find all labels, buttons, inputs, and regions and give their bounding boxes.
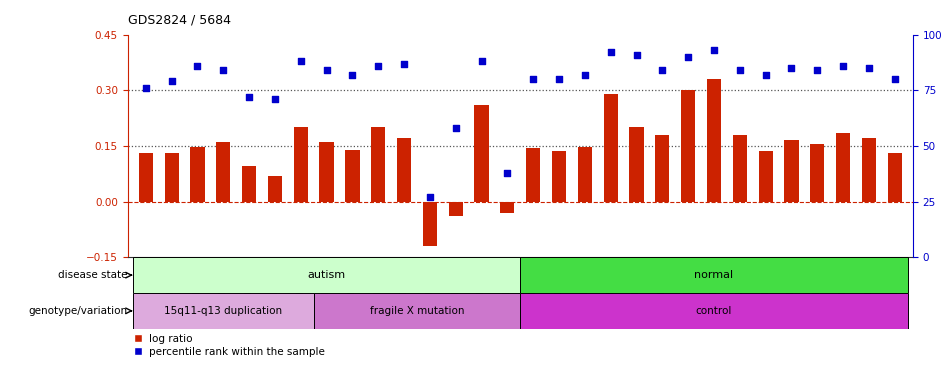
Bar bbox=[520, 293, 908, 329]
Bar bbox=[475, 105, 489, 202]
Bar bbox=[423, 202, 437, 246]
Bar bbox=[810, 144, 824, 202]
Bar bbox=[707, 79, 721, 202]
Point bbox=[655, 67, 670, 73]
Text: genotype/variation: genotype/variation bbox=[28, 306, 127, 316]
Bar bbox=[397, 139, 412, 202]
Bar bbox=[448, 202, 463, 217]
Point bbox=[371, 63, 386, 69]
Point bbox=[758, 71, 773, 78]
Bar bbox=[604, 94, 618, 202]
Point bbox=[396, 60, 412, 66]
Bar bbox=[371, 127, 385, 202]
Point bbox=[526, 76, 541, 82]
Bar bbox=[784, 141, 798, 202]
Bar bbox=[314, 293, 520, 329]
Bar bbox=[526, 148, 540, 202]
Bar bbox=[132, 293, 314, 329]
Bar bbox=[190, 147, 204, 202]
Bar bbox=[836, 133, 850, 202]
Bar bbox=[139, 153, 153, 202]
Point bbox=[319, 67, 334, 73]
Point bbox=[887, 76, 902, 82]
Bar bbox=[759, 152, 773, 202]
Point bbox=[293, 58, 308, 65]
Point bbox=[190, 63, 205, 69]
Point bbox=[241, 94, 256, 100]
Point bbox=[474, 58, 489, 65]
Text: autism: autism bbox=[307, 270, 345, 280]
Point bbox=[422, 194, 437, 200]
Text: 15q11-q13 duplication: 15q11-q13 duplication bbox=[165, 306, 282, 316]
Point bbox=[499, 170, 515, 176]
Bar bbox=[268, 175, 282, 202]
Bar bbox=[578, 147, 592, 202]
Text: fragile X mutation: fragile X mutation bbox=[370, 306, 464, 316]
Point bbox=[216, 67, 231, 73]
Point bbox=[732, 67, 747, 73]
Point bbox=[448, 125, 464, 131]
Point bbox=[345, 71, 360, 78]
Point bbox=[862, 65, 877, 71]
Point bbox=[138, 85, 153, 91]
Point bbox=[629, 51, 644, 58]
Bar bbox=[500, 202, 515, 213]
Text: disease state: disease state bbox=[58, 270, 127, 280]
Bar bbox=[629, 127, 643, 202]
Bar bbox=[217, 142, 231, 202]
Point bbox=[604, 49, 619, 55]
Bar bbox=[293, 127, 307, 202]
Bar bbox=[656, 135, 670, 202]
Point bbox=[680, 54, 695, 60]
Point bbox=[835, 63, 850, 69]
Bar bbox=[520, 257, 908, 293]
Bar bbox=[887, 153, 902, 202]
Bar bbox=[862, 139, 876, 202]
Bar bbox=[552, 152, 566, 202]
Text: normal: normal bbox=[694, 270, 733, 280]
Bar bbox=[733, 135, 747, 202]
Point bbox=[552, 76, 567, 82]
Text: control: control bbox=[696, 306, 732, 316]
Legend: log ratio, percentile rank within the sample: log ratio, percentile rank within the sa… bbox=[133, 334, 324, 357]
Point bbox=[707, 47, 722, 53]
Bar bbox=[132, 257, 520, 293]
Bar bbox=[242, 166, 256, 202]
Bar bbox=[345, 150, 359, 202]
Point bbox=[268, 96, 283, 102]
Bar bbox=[165, 153, 179, 202]
Point bbox=[164, 78, 179, 84]
Bar bbox=[681, 90, 695, 202]
Text: GDS2824 / 5684: GDS2824 / 5684 bbox=[128, 14, 231, 27]
Point bbox=[784, 65, 799, 71]
Point bbox=[810, 67, 825, 73]
Point bbox=[577, 71, 592, 78]
Bar bbox=[320, 142, 334, 202]
